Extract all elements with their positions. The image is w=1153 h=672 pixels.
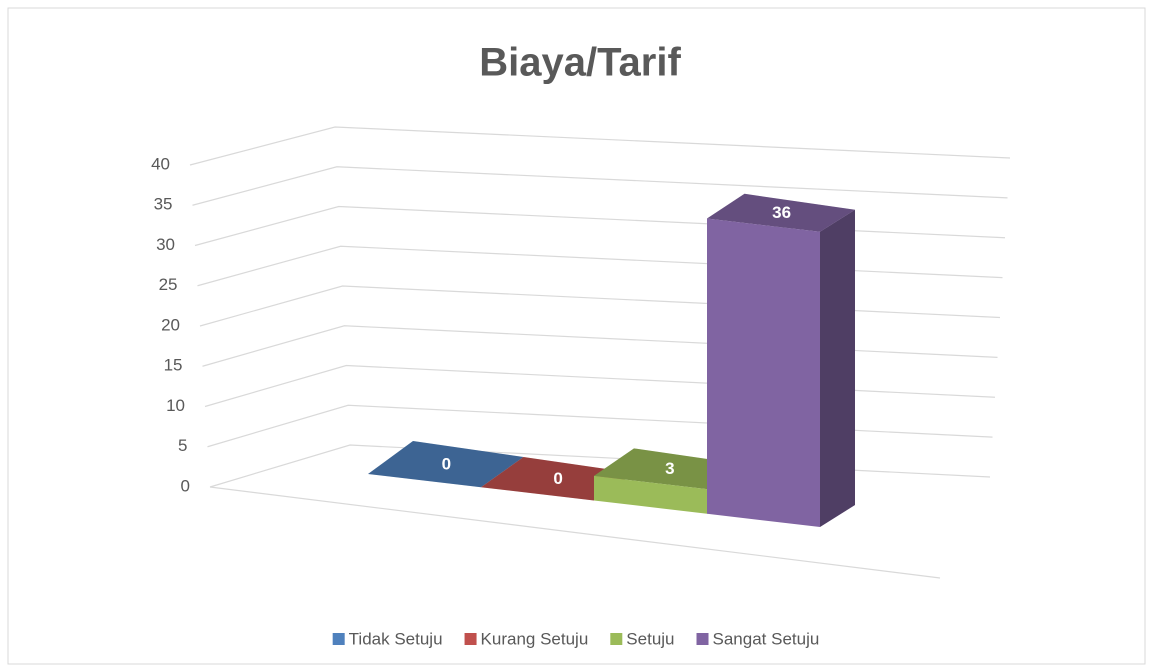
grid-line <box>192 166 1008 206</box>
legend-label: Sangat Setuju <box>713 629 820 648</box>
legend-swatch <box>696 633 709 645</box>
chart-title: Biaya/Tarif <box>479 41 681 85</box>
y-tick-label: 35 <box>154 195 173 214</box>
value-label: 0 <box>442 454 451 473</box>
bar <box>368 441 524 488</box>
y-tick-label: 40 <box>151 154 170 173</box>
bar-top-shade <box>594 448 745 490</box>
legend-swatch <box>610 633 623 645</box>
legend-label: Tidak Setuju <box>349 629 443 648</box>
y-tick-label: 5 <box>178 436 187 455</box>
bar-top-shade <box>368 441 524 488</box>
floor-edge <box>209 486 941 579</box>
bar-front <box>594 475 707 514</box>
bar-top <box>707 193 855 232</box>
y-tick-label: 25 <box>159 275 178 294</box>
chart-frame <box>7 7 1146 665</box>
bar <box>707 193 855 528</box>
y-tick-label: 10 <box>166 396 185 415</box>
bar-top-shade <box>707 193 855 232</box>
legend: Tidak Setuju Kurang Setuju Setuju Sangat Se… <box>332 629 820 648</box>
legend-label: Kurang Setuju <box>481 629 589 648</box>
y-tick-label: 30 <box>156 235 175 254</box>
value-label: 3 <box>665 459 674 478</box>
bar-side-shade <box>820 209 855 528</box>
legend-label: Setuju <box>626 629 674 648</box>
bar-side <box>820 209 855 528</box>
bar-front <box>707 218 820 528</box>
y-tick-label: 20 <box>161 315 180 334</box>
value-label: 0 <box>553 469 562 488</box>
grid-line <box>189 126 1011 166</box>
y-tick-label: 15 <box>164 356 183 375</box>
legend-swatch <box>464 633 477 645</box>
bar-top <box>594 448 745 490</box>
value-label: 36 <box>772 203 791 222</box>
bar-top <box>368 441 524 488</box>
legend-swatch <box>332 633 345 645</box>
y-tick-label: 0 <box>181 476 190 495</box>
